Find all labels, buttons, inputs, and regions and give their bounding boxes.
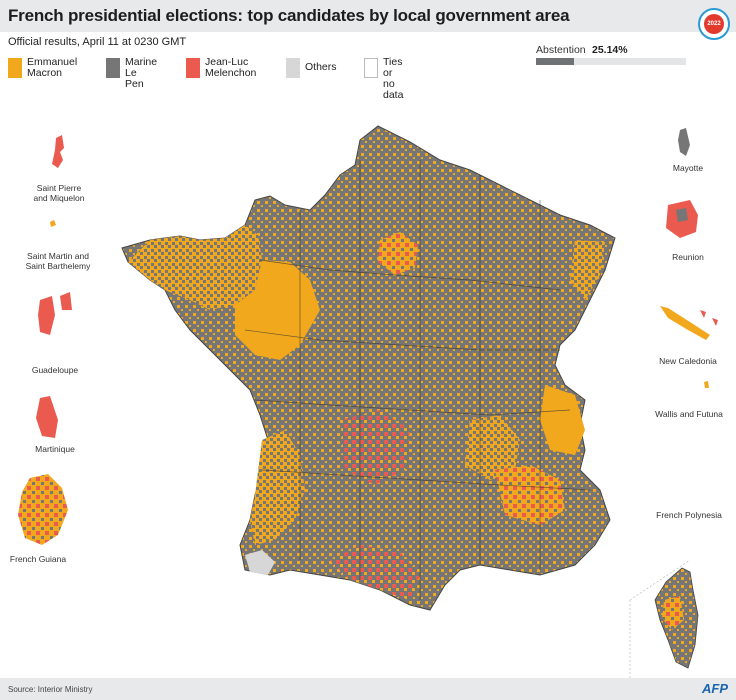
- lyon-macron: [465, 415, 520, 480]
- label-guadeloupe: Guadeloupe: [31, 365, 79, 375]
- legend-swatch-others: [286, 58, 300, 78]
- label-french-guiana: French Guiana: [9, 554, 67, 564]
- title-bar: French presidential elections: top candi…: [0, 0, 736, 32]
- west-macron: [235, 260, 320, 360]
- label-martinique: Martinique: [35, 444, 75, 454]
- basque-others: [245, 550, 275, 575]
- legend-label-lepen: Marine Le Pen: [125, 56, 158, 90]
- martinique-shape: [36, 396, 58, 438]
- legend-label-melenchon: Jean-Luc Melenchon: [205, 56, 257, 79]
- provence-melenchon: [495, 465, 565, 525]
- wallis-futuna-shape: [704, 381, 709, 388]
- source-text: Source: Interior Ministry: [8, 685, 93, 694]
- label-french-polynesia: French Polynesia: [656, 510, 722, 520]
- reunion-centre: [676, 208, 688, 222]
- saint-martin-shape: [50, 220, 56, 227]
- massif-central-melenchon: [340, 410, 410, 485]
- chart-title: French presidential elections: top candi…: [8, 6, 570, 25]
- guadeloupe-shape: [38, 292, 72, 335]
- legend-label-macron: Emmanuel Macron: [27, 56, 78, 79]
- label-wallis-futuna: Wallis and Futuna: [655, 409, 723, 419]
- badge-year: 2022: [704, 14, 724, 34]
- new-caledonia-islands: [700, 310, 718, 326]
- france-outline: [121, 125, 616, 611]
- alps-macron: [540, 385, 585, 455]
- label-reunion: Reunion: [672, 252, 704, 262]
- corsica-frame: [629, 559, 691, 601]
- brittany-macron: [128, 225, 262, 310]
- abstention-bar: [536, 58, 686, 65]
- mainland-france: [121, 125, 616, 611]
- new-caledonia-shape: [660, 306, 710, 340]
- label-mayotte: Mayotte: [672, 163, 704, 173]
- abstention-label: Abstention: [536, 44, 586, 56]
- footer-bar: Source: Interior Ministry AFP: [0, 678, 736, 700]
- subtitle: Official results, April 11 at 0230 GMT: [8, 36, 187, 48]
- south-melenchon: [330, 545, 420, 600]
- election-2022-badge: 2022: [698, 8, 730, 40]
- department-borders: [244, 160, 591, 600]
- abstention-value: 25.14%: [592, 44, 628, 56]
- corsica: [629, 559, 699, 678]
- overseas-left: [18, 135, 72, 545]
- label-new-caledonia: New Caledonia: [659, 356, 717, 366]
- afp-logo: AFP: [702, 681, 728, 696]
- legend-swatch-lepen: [106, 58, 120, 78]
- abstention-bar-fill: [536, 58, 574, 65]
- label-saint-pierre: Saint Pierre and Miquelon: [33, 183, 85, 203]
- aquitaine-macron: [250, 430, 305, 545]
- paris-area: [378, 232, 418, 275]
- mayotte-shape: [678, 128, 690, 156]
- legend-swatch-macron: [8, 58, 22, 78]
- saint-pierre-shape: [52, 135, 64, 168]
- legend-label-ties: Ties or no data: [383, 56, 404, 101]
- corsica-mixed: [662, 596, 684, 630]
- overseas-right: [660, 128, 718, 388]
- legend-swatch-ties: [364, 58, 378, 78]
- french-guiana-shape: [18, 474, 68, 545]
- legend-label-others: Others: [305, 61, 337, 73]
- east-macron: [570, 240, 605, 300]
- label-saint-martin: Saint Martin and Saint Barthelemy: [25, 251, 91, 271]
- legend-swatch-melenchon: [186, 58, 200, 78]
